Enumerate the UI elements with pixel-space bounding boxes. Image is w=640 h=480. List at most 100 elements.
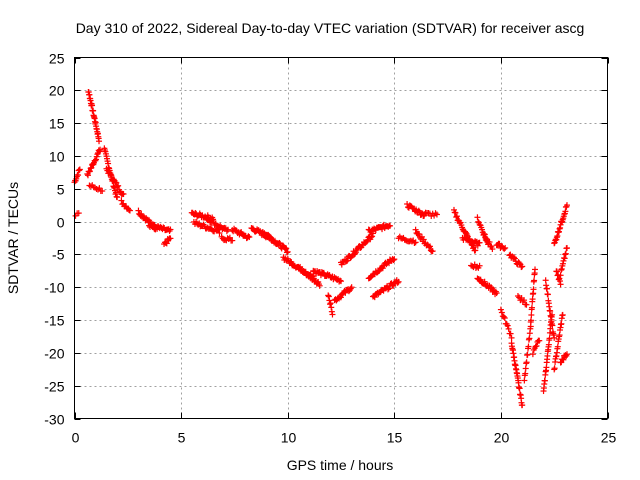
data-point [384,286,391,293]
x-tick-label: 0 [72,430,80,446]
data-point [518,264,525,271]
data-point [327,300,334,307]
data-point [563,244,570,251]
data-point [329,311,336,318]
data-point [483,236,490,243]
data-point [480,230,487,237]
data-point [558,320,565,327]
x-tick-label: 20 [494,430,510,446]
data-point [93,156,100,163]
data-point [338,278,344,285]
data-point [528,304,535,311]
data-point [95,147,102,154]
axis-ticks [74,57,609,420]
data-point [92,157,99,164]
y-tick-label: 20 [49,83,65,99]
data-point [344,257,351,264]
data-point [326,297,333,304]
data-point [493,290,500,297]
data-point [476,239,483,246]
data-point [167,235,174,242]
data-point [429,248,436,255]
data-point [482,235,489,242]
data-point [229,237,236,244]
data-point [486,238,493,245]
data-point [391,256,398,263]
y-tick-label: -10 [44,280,64,296]
x-tick-label: 5 [178,430,186,446]
data-point [276,239,283,246]
data-point [453,214,460,221]
data-point [135,207,142,214]
data-point [544,291,551,298]
y-tick-label: -30 [44,412,64,428]
data-point [553,268,560,275]
data-point [453,213,460,220]
data-point [96,138,103,145]
data-point [371,294,378,301]
data-point [551,334,558,341]
data-point [505,325,512,332]
data-point [337,277,344,284]
data-point [563,351,570,358]
data-point [369,233,376,240]
data-point [563,202,570,209]
y-tick-label: -5 [52,247,65,263]
y-tick-label: 10 [49,149,65,165]
data-point [507,330,514,337]
data-point [76,166,83,173]
data-point [395,278,402,285]
data-point [554,343,561,350]
data-point [501,315,508,322]
data-point [420,236,427,243]
data-point [146,218,153,225]
y-tick-label: -25 [44,379,64,395]
data-point [523,301,530,308]
data-point [522,365,529,372]
data-point [476,262,483,269]
data-point [394,279,401,286]
data-point [516,260,523,267]
data-point [163,240,170,247]
data-point [88,164,95,171]
y-tick-label: 0 [57,215,65,231]
data-point [516,385,523,392]
data-point [96,185,103,192]
data-point [84,172,91,179]
data-point [216,229,223,236]
data-point [544,285,551,292]
data-point [481,278,488,285]
plot-frame [74,57,608,419]
data-point [107,170,114,177]
data-point [522,370,529,377]
data-point [526,335,533,342]
data-point [541,377,548,384]
x-tick-label: 15 [387,430,403,446]
data-point [510,254,517,261]
data-point [519,263,526,270]
data-point [413,206,420,213]
data-point [328,304,335,311]
grid-lines [74,57,608,419]
data-point [89,160,96,167]
data-point [411,240,418,247]
data-point [531,277,538,284]
data-point [489,246,496,253]
data-point [337,294,344,301]
chart-title: Day 310 of 2022, Sidereal Day-to-day VTE… [76,20,585,36]
y-tick-label: -15 [44,313,64,329]
data-point [501,245,508,252]
data-point [167,226,174,233]
data-point [284,248,291,255]
data-point [385,285,392,292]
data-point [536,337,543,344]
data-point [511,255,518,262]
data-point [497,306,504,313]
data-point [549,322,556,329]
data-point [283,245,290,252]
data-point [357,244,364,251]
data-point [508,334,515,341]
data-point [487,243,494,250]
data-point [89,102,96,109]
data-point [519,402,526,409]
